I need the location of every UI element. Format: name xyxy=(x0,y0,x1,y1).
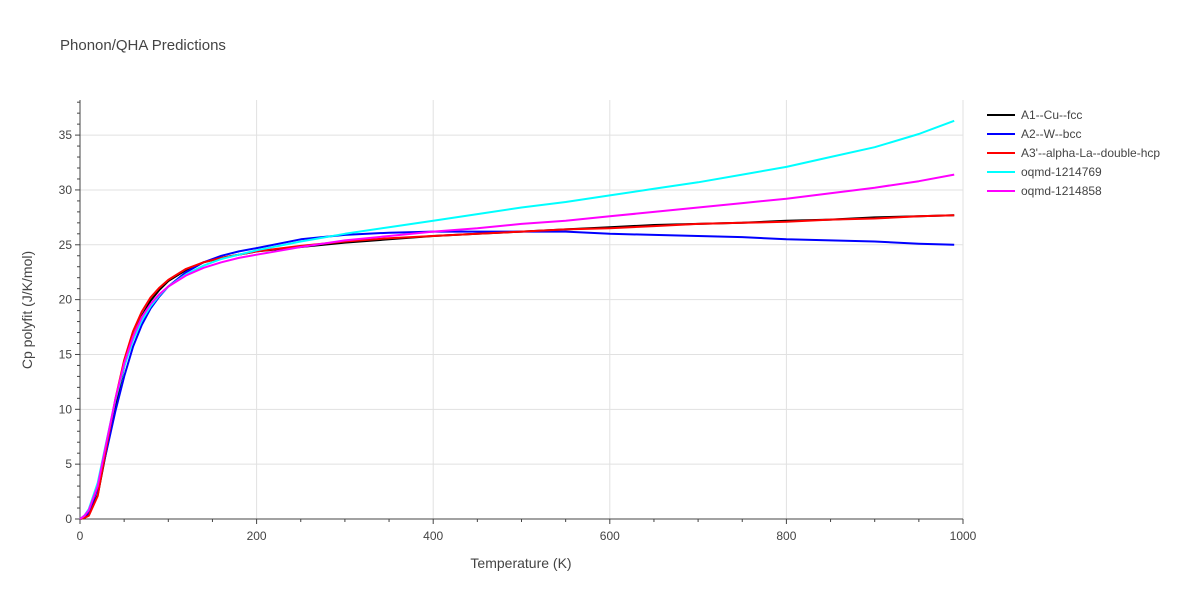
axis-layer: 0 5 10 15 20 25 30 35 0 200 400 600 800 1000 xyxy=(59,100,977,543)
x-tick-label: 0 xyxy=(77,529,84,543)
y-tick-label: 35 xyxy=(59,128,73,142)
legend-label: A1--Cu--fcc xyxy=(1021,108,1082,122)
legend-label: A2--W--bcc xyxy=(1021,127,1081,141)
series-line-3 xyxy=(79,119,955,520)
x-axis-label: Temperature (K) xyxy=(470,555,571,571)
y-tick-label: 5 xyxy=(65,457,72,471)
y-axis-label: Cp polyfit (J/K/mol) xyxy=(19,251,35,369)
x-tick-label: 400 xyxy=(423,529,443,543)
x-tick-label: 600 xyxy=(600,529,620,543)
series-layer xyxy=(79,119,955,520)
grid-layer xyxy=(80,100,964,519)
series-line-1 xyxy=(79,230,955,520)
y-tick-label: 15 xyxy=(59,347,73,361)
x-tick-label: 1000 xyxy=(950,529,977,543)
y-tick-label: 10 xyxy=(59,402,73,416)
legend-label: oqmd-1214858 xyxy=(1021,184,1102,198)
y-tick-label: 30 xyxy=(59,183,73,197)
x-tick-label: 800 xyxy=(776,529,796,543)
legend-label: A3'--alpha-La--double-hcp xyxy=(1021,146,1160,160)
legend-label: oqmd-1214769 xyxy=(1021,165,1102,179)
series-line-2 xyxy=(79,214,955,520)
legend[interactable]: A1--Cu--fcc A2--W--bcc A3'--alpha-La--doub… xyxy=(987,108,1160,198)
y-tick-label: 20 xyxy=(59,293,73,307)
y-tick-label: 25 xyxy=(59,238,73,252)
x-tick-label: 200 xyxy=(247,529,267,543)
chart-title: Phonon/QHA Predictions xyxy=(60,37,226,54)
y-tick-label: 0 xyxy=(65,512,72,526)
series-line-4 xyxy=(79,173,955,520)
